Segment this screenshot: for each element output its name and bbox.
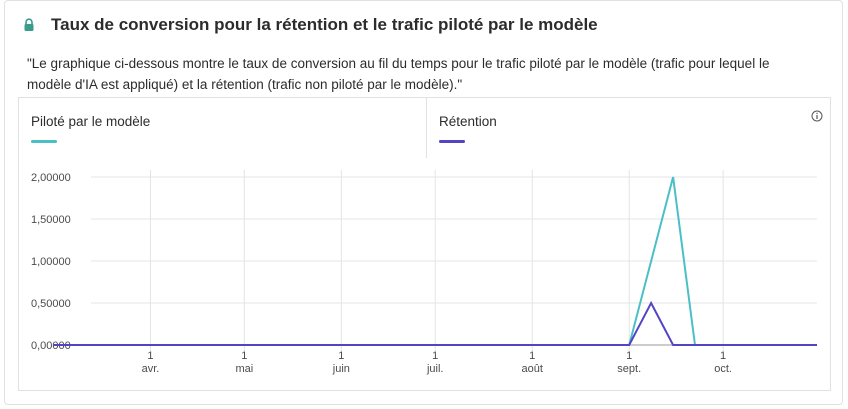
legend-swatch: [31, 140, 57, 143]
x-tick-day: 1: [626, 350, 632, 362]
x-tick-day: 1: [147, 350, 153, 362]
y-tick-label: 1,00000: [31, 256, 71, 268]
x-tick-month: juin: [332, 363, 350, 375]
y-tick-label: 1,50000: [31, 214, 71, 226]
chart-panel: Piloté par le modèle Rétention 0,00000 0,…: [18, 97, 831, 391]
x-tick-month: mai: [235, 363, 253, 375]
card-header: Taux de conversion pour la rétention et …: [23, 15, 598, 35]
chart-card: Taux de conversion pour la rétention et …: [4, 0, 843, 405]
legend-swatch: [439, 140, 465, 143]
y-tick-label: 2,00000: [31, 172, 71, 184]
x-tick-day: 1: [529, 350, 535, 362]
x-tick-month: oct.: [714, 363, 732, 375]
chart-description: "Le graphique ci-dessous montre le taux …: [27, 56, 770, 92]
x-tick-month: juil.: [426, 363, 444, 375]
x-tick-day: 1: [241, 350, 247, 362]
y-tick-label: 0,50000: [31, 298, 71, 310]
legend-label: Piloté par le modèle: [31, 114, 151, 129]
y-tick-label: 0,00000: [31, 340, 71, 352]
legend-divider: [426, 98, 427, 158]
x-tick-month: sept.: [617, 363, 641, 375]
x-tick-month: avr.: [142, 363, 160, 375]
x-tick-day: 1: [720, 350, 726, 362]
x-tick-day: 1: [338, 350, 344, 362]
legend-label: Rétention: [439, 114, 497, 129]
lock-icon: [24, 18, 34, 31]
line-chart: 0,000000,500001,000001,500002,000001avr.…: [31, 170, 817, 375]
card-title: Taux de conversion pour la rétention et …: [51, 15, 598, 34]
series-line-1: [53, 300, 817, 346]
info-icon[interactable]: [811, 110, 823, 122]
x-tick-month: août: [522, 363, 543, 375]
x-tick-day: 1: [432, 350, 438, 362]
